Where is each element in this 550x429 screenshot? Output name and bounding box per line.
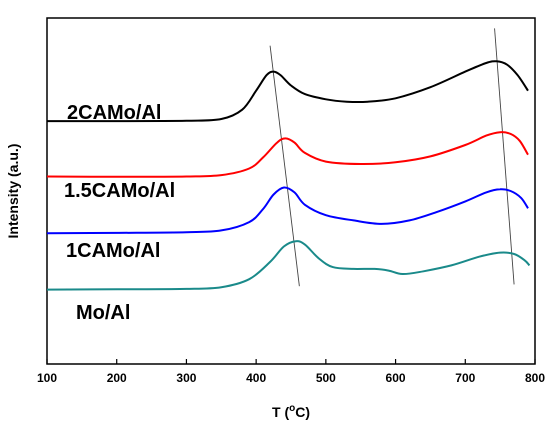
- x-tick-label: 600: [386, 371, 406, 385]
- series-label: 1.5CAMo/Al: [64, 180, 175, 202]
- series-line: [46, 240, 531, 291]
- x-tick-label: 200: [107, 371, 127, 385]
- x-axis-ticks: 100 200 300 400 500 600 700 800: [37, 359, 545, 385]
- x-tick-label: 100: [37, 371, 57, 385]
- x-tick-label: 400: [246, 371, 266, 385]
- plot-frame: [46, 17, 536, 365]
- x-tick-label: 800: [525, 371, 545, 385]
- guide-line: [494, 28, 515, 285]
- series-line: [46, 186, 529, 235]
- y-axis-title: Intensity (a.u.): [5, 144, 21, 239]
- guide-lines: [269, 28, 515, 287]
- series-label: 2CAMo/Al: [67, 102, 161, 124]
- guide-line: [269, 45, 300, 287]
- series-labels: 2CAMo/Al 1.5CAMo/Al 1CAMo/Al Mo/Al: [64, 102, 175, 324]
- series-line: [46, 60, 529, 123]
- series-label: 1CAMo/Al: [66, 240, 160, 262]
- x-tick-label: 500: [316, 371, 336, 385]
- series-lines: [46, 60, 531, 291]
- x-axis-title: T (oC): [272, 403, 310, 420]
- series-line: [46, 131, 529, 178]
- series-label: Mo/Al: [76, 302, 130, 324]
- x-tick-label: 700: [455, 371, 475, 385]
- x-tick-label: 300: [176, 371, 196, 385]
